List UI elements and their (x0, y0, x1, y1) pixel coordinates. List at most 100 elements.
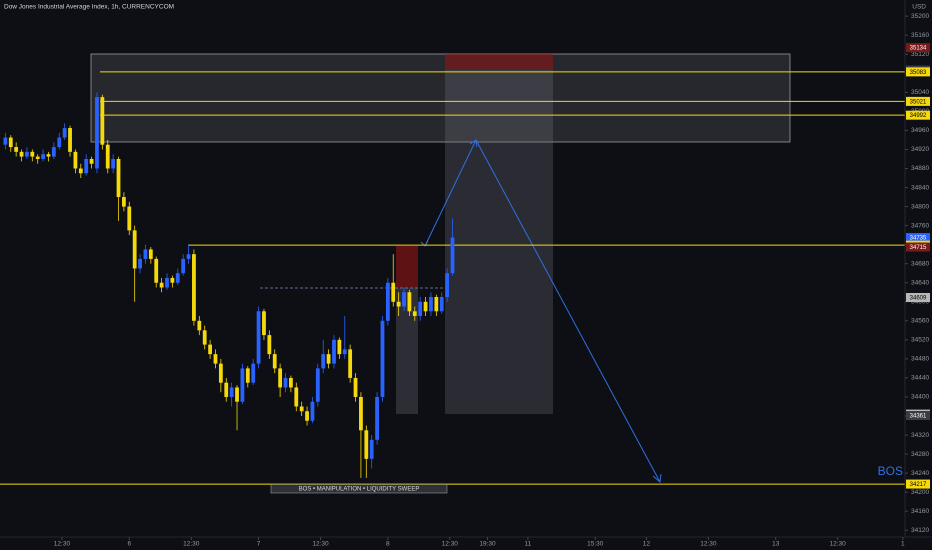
candle-body (353, 377, 358, 397)
candle-body (305, 411, 309, 421)
candle-body (402, 292, 406, 307)
candle-body (445, 273, 450, 298)
y-tick-label: 34320 (911, 432, 929, 439)
candle-body (369, 439, 374, 459)
price-tag (906, 479, 930, 489)
y-tick-label: 34880 (911, 165, 929, 172)
y-tick-label: 34200 (911, 489, 929, 496)
candle-body (439, 297, 444, 312)
candle-body (132, 230, 137, 269)
candle-body (73, 151, 78, 169)
x-tick-label: 13 (772, 541, 780, 548)
candle-body (175, 273, 180, 283)
y-tick-label: 34560 (911, 318, 929, 325)
candle-body (423, 301, 428, 312)
stop-zone (445, 54, 553, 70)
candle-body (385, 282, 390, 321)
candle-body (19, 151, 24, 157)
y-tick-label: 34400 (911, 394, 929, 401)
price-tag-label: 34361 (910, 413, 927, 419)
candle-body (154, 258, 159, 283)
candle-body (412, 311, 417, 317)
candle-body (418, 301, 423, 317)
price-tag (906, 43, 930, 53)
y-tick-label: 34640 (911, 279, 929, 286)
candle-body (170, 277, 175, 283)
candle-body (326, 354, 331, 364)
candle-body (348, 349, 353, 378)
candle-body (429, 297, 433, 312)
y-tick-label: 35200 (911, 13, 929, 20)
price-tag-label: 35021 (910, 99, 927, 105)
candle-body (262, 311, 266, 336)
candle-body (35, 156, 40, 159)
candle-body (127, 206, 132, 231)
candle-body (229, 387, 234, 397)
candle-body (186, 254, 191, 259)
candle-body (434, 297, 439, 312)
candle-body (46, 154, 51, 157)
price-tag-label: 34715 (910, 245, 927, 251)
y-tick-label: 34440 (911, 375, 929, 382)
y-tick-label: 35120 (911, 51, 929, 58)
annotation-box (270, 483, 448, 494)
y-tick-label: 35040 (911, 89, 929, 96)
candle-body (375, 396, 379, 440)
stop-zone (396, 246, 418, 288)
candle-body (208, 344, 212, 355)
y-tick-label: 34160 (911, 508, 929, 515)
candle-body (272, 354, 277, 369)
candle-body (245, 368, 250, 383)
candle-body (3, 137, 8, 145)
x-tick-label: 7 (257, 541, 261, 548)
x-tick-label: 8 (386, 541, 390, 548)
candle-body (278, 368, 283, 388)
candle-body (391, 282, 396, 302)
candle-body (41, 154, 45, 159)
price-tag (906, 233, 930, 243)
candle-body (396, 301, 401, 307)
candle-body (105, 144, 110, 169)
candle-body (299, 406, 304, 412)
candle-body (256, 311, 261, 364)
candle-body (332, 339, 336, 364)
y-tick-label: 34760 (911, 222, 929, 229)
candle-body (14, 147, 19, 152)
y-tick-label: 34600 (911, 298, 929, 305)
x-tick-label: 1 (901, 541, 905, 548)
chart-title: Dow Jones Industrial Average Index, 1h, … (4, 4, 174, 11)
x-tick-label: 12:30 (183, 541, 200, 548)
candle-body (342, 349, 347, 355)
candle-body (251, 363, 256, 383)
candle-body (192, 254, 196, 321)
y-tick-label: 34960 (911, 127, 929, 134)
candle-body (111, 158, 116, 169)
y-tick-label: 34680 (911, 260, 929, 267)
candle-body (235, 387, 239, 402)
candle-body (100, 97, 105, 145)
candle-body (202, 330, 207, 345)
supply-zone (90, 53, 791, 143)
price-tag (906, 292, 930, 302)
price-tag-label: 34992 (910, 113, 927, 119)
candle-body (95, 97, 99, 169)
price-tag-label: 35134 (910, 45, 927, 51)
y-tick-label: 34280 (911, 451, 929, 458)
candle-body (78, 168, 83, 174)
y-tick-label: 34480 (911, 356, 929, 363)
price-tag-label: 34609 (910, 295, 927, 301)
candle-body (218, 363, 223, 383)
candle-body (337, 339, 342, 355)
candle-body (359, 396, 363, 431)
candle-body (51, 147, 56, 157)
candle-body (240, 368, 245, 402)
candle-body (213, 354, 218, 364)
target-zone (445, 70, 553, 414)
candle-body (181, 258, 186, 274)
x-tick-label: 12:30 (830, 541, 847, 548)
candle-body (310, 401, 315, 421)
candle-body (62, 128, 67, 138)
price-tag (906, 242, 930, 252)
candle-body (224, 382, 229, 397)
